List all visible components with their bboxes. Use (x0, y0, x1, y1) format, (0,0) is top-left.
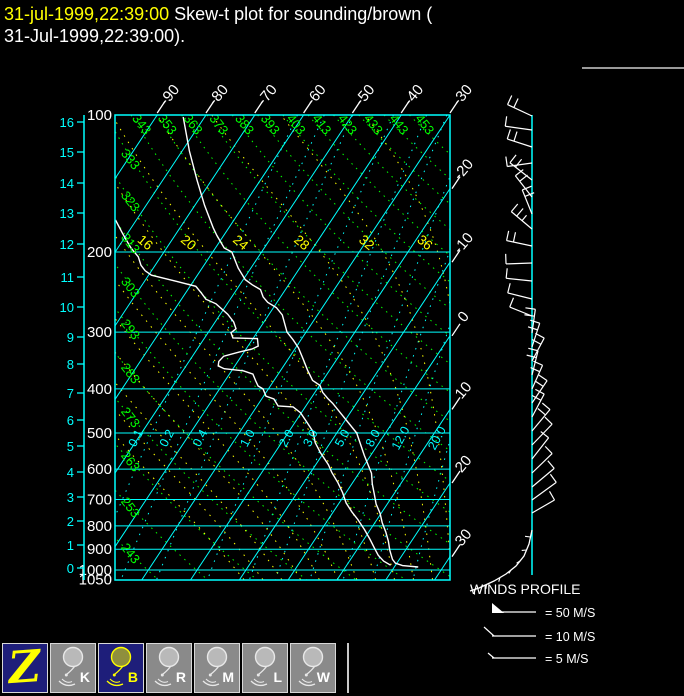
svg-text:243: 243 (118, 540, 143, 566)
svg-text:5: 5 (67, 439, 74, 454)
toolbar-button-label: B (127, 669, 138, 685)
svg-text:300: 300 (87, 324, 112, 341)
balloon-icon (298, 646, 324, 687)
svg-text:303: 303 (118, 274, 143, 300)
title-timestamp: 31-jul-1999,22:39:00 (4, 4, 170, 24)
svg-text:11: 11 (61, 270, 75, 285)
balloon-icon (58, 646, 84, 687)
svg-text:12.0: 12.0 (389, 424, 413, 452)
svg-text:8: 8 (67, 357, 74, 372)
svg-text:0.2: 0.2 (157, 427, 178, 449)
svg-text:WINDS PROFILE: WINDS PROFILE (470, 581, 580, 597)
svg-text:13: 13 (60, 206, 74, 221)
toolbar-button-m[interactable]: M (194, 643, 240, 693)
toolbar-button-label: L (273, 669, 282, 685)
svg-text:-30: -30 (449, 81, 476, 109)
toolbar-button-r[interactable]: R (146, 643, 192, 693)
svg-text:10: 10 (452, 379, 476, 403)
svg-text:= 50 M/S: = 50 M/S (545, 606, 595, 620)
svg-text:500: 500 (87, 425, 112, 442)
svg-text:8.0: 8.0 (363, 427, 384, 449)
svg-text:15: 15 (60, 145, 74, 160)
svg-text:7: 7 (67, 386, 74, 401)
svg-text:-50: -50 (351, 81, 378, 109)
svg-text:20.0: 20.0 (425, 424, 449, 452)
svg-text:0: 0 (454, 308, 472, 325)
svg-text:-10: -10 (450, 230, 477, 258)
svg-text:10: 10 (60, 300, 74, 315)
temperature-trace (182, 116, 419, 568)
balloon-icon (106, 646, 132, 687)
svg-text:323: 323 (118, 188, 143, 214)
svg-text:-60: -60 (303, 81, 330, 109)
title-line1: 31-jul-1999,22:39:00 Skew-t plot for sou… (4, 3, 432, 25)
toolbar-button-l[interactable]: L (242, 643, 288, 693)
svg-text:2: 2 (67, 514, 74, 529)
svg-text:14: 14 (60, 176, 74, 191)
toolbar: Z K B R M L W (2, 643, 336, 693)
svg-text:200: 200 (87, 244, 112, 261)
svg-text:-80: -80 (205, 81, 232, 109)
toolbar-button-label: K (79, 669, 90, 685)
svg-text:0.4: 0.4 (190, 427, 211, 449)
svg-text:28: 28 (291, 232, 312, 253)
window-edge-line (582, 67, 684, 69)
title-text: Skew-t plot for sounding/brown ( (169, 4, 433, 24)
svg-text:16: 16 (135, 232, 156, 253)
svg-text:3: 3 (67, 490, 74, 505)
svg-text:30: 30 (452, 526, 476, 550)
toolbar-end-divider (347, 643, 349, 693)
svg-text:= 5 M/S: = 5 M/S (545, 652, 588, 666)
title-line2: 31-Jul-1999,22:39:00). (4, 26, 186, 46)
balloon-icon (154, 646, 180, 687)
svg-text:1000: 1000 (79, 562, 112, 579)
svg-text:1: 1 (67, 538, 74, 553)
svg-text:16: 16 (60, 115, 74, 130)
svg-text:20: 20 (452, 452, 476, 476)
svg-text:-90: -90 (156, 81, 183, 109)
svg-text:32: 32 (356, 232, 377, 253)
svg-text:Z: Z (5, 644, 44, 692)
svg-text:1050: 1050 (79, 572, 112, 589)
svg-text:600: 600 (87, 461, 112, 478)
balloon-icon (250, 646, 276, 687)
svg-text:= 10 M/S: = 10 M/S (545, 630, 595, 644)
svg-text:100: 100 (87, 107, 112, 124)
svg-text:5.0: 5.0 (332, 427, 353, 449)
svg-text:20: 20 (178, 232, 199, 253)
toolbar-button-label: M (222, 669, 234, 685)
zeb-logo-icon: Z (5, 644, 44, 692)
balloon-icon (202, 646, 228, 687)
svg-text:9: 9 (67, 330, 74, 345)
svg-text:700: 700 (87, 492, 112, 509)
svg-text:4: 4 (67, 465, 74, 480)
toolbar-button-label: R (175, 669, 186, 685)
svg-text:900: 900 (87, 541, 112, 558)
plot-title: 31-jul-1999,22:39:00 Skew-t plot for sou… (4, 3, 432, 47)
dewpoint-trace (115, 219, 391, 566)
toolbar-button-label: W (316, 669, 330, 685)
svg-text:-20: -20 (450, 156, 477, 184)
svg-text:293: 293 (118, 316, 143, 342)
svg-text:-40: -40 (400, 81, 427, 109)
svg-text:-70: -70 (254, 81, 281, 109)
svg-text:12: 12 (60, 237, 74, 252)
toolbar-button-k[interactable]: K (50, 643, 96, 693)
winds-profile: WINDS PROFILE = 50 M/S = 10 M/S = 5 M/S (469, 95, 595, 666)
toolbar-button-b[interactable]: B (98, 643, 144, 693)
svg-text:400: 400 (87, 381, 112, 398)
toolbar-button-zeb[interactable]: Z (2, 643, 48, 693)
svg-text:253: 253 (118, 494, 143, 520)
svg-text:800: 800 (87, 518, 112, 535)
svg-text:6: 6 (67, 413, 74, 428)
svg-text:0: 0 (67, 561, 74, 576)
toolbar-button-w[interactable]: W (290, 643, 336, 693)
svg-text:24: 24 (230, 232, 252, 253)
svg-text:36: 36 (414, 232, 435, 253)
